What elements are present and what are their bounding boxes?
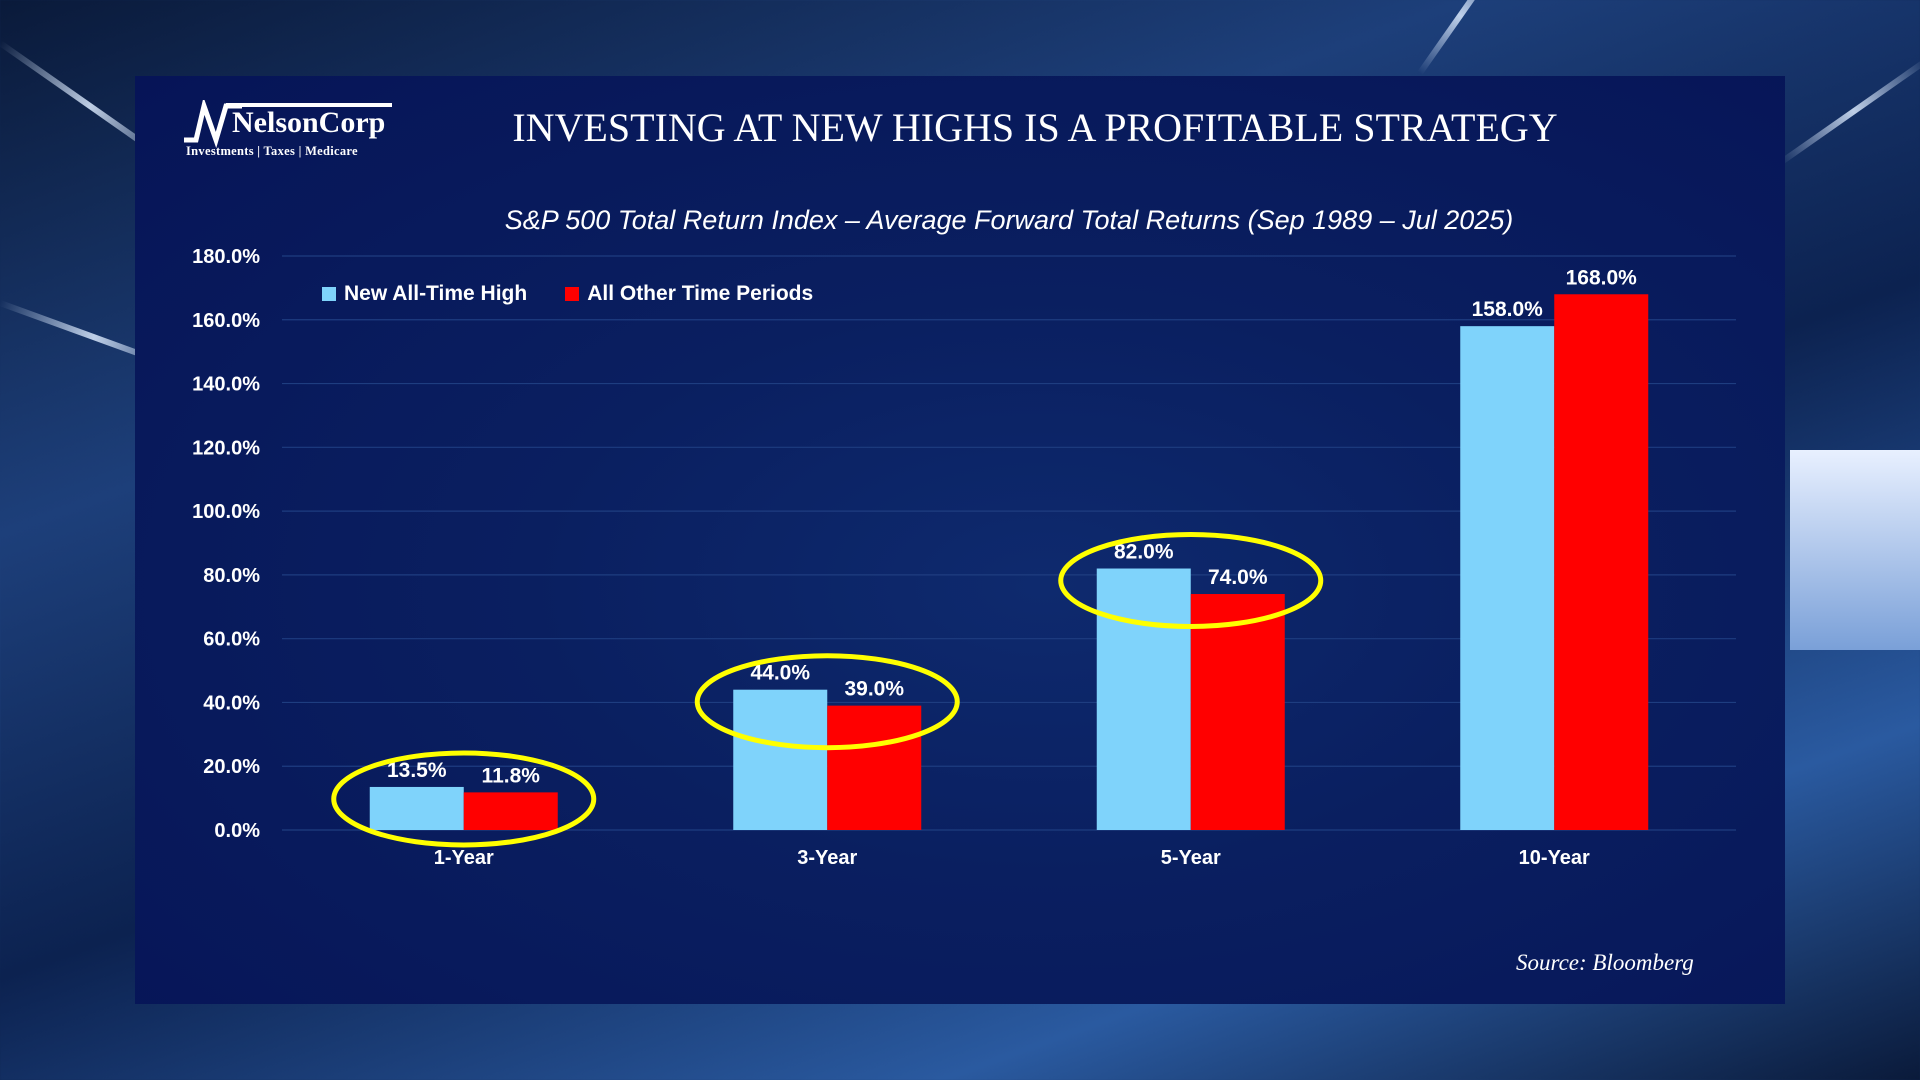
data-label: 39.0% xyxy=(844,678,904,701)
bar-10-year-other xyxy=(1554,294,1649,830)
x-tick-label: 3-Year xyxy=(797,847,857,869)
y-tick-label: 60.0% xyxy=(203,629,260,651)
legend-item-other: All Other Time Periods xyxy=(565,282,813,306)
nelsoncorp-logo: NelsonCorp Investments | Taxes | Medicar… xyxy=(182,100,394,162)
background-panel xyxy=(1790,450,1920,650)
legend-swatch xyxy=(322,287,336,301)
data-label: 74.0% xyxy=(1208,566,1268,589)
logo-tagline: Investments | Taxes | Medicare xyxy=(186,144,358,158)
bar-5-year-other xyxy=(1190,594,1285,830)
legend-item-new-high: New All-Time High xyxy=(322,282,527,306)
y-tick-label: 140.0% xyxy=(192,374,260,396)
y-tick-label: 20.0% xyxy=(203,756,260,778)
source-note: Source: Bloomberg xyxy=(1516,950,1694,975)
chart-title: S&P 500 Total Return Index – Average For… xyxy=(504,205,1514,235)
data-label: 44.0% xyxy=(750,662,810,685)
data-label: 11.8% xyxy=(482,764,541,787)
x-tick-label: 1-Year xyxy=(434,847,494,869)
highlight-ellipse xyxy=(331,750,597,848)
bar-3-year-new-high xyxy=(733,689,828,830)
y-tick-label: 160.0% xyxy=(192,310,260,332)
y-tick-label: 0.0% xyxy=(214,820,260,842)
bar-1-year-other xyxy=(463,792,558,830)
data-label: 168.0% xyxy=(1566,266,1638,289)
x-tick-label: 10-Year xyxy=(1519,847,1590,869)
page-title: INVESTING AT NEW HIGHS IS A PROFITABLE S… xyxy=(512,105,1558,150)
x-tick-label: 5-Year xyxy=(1161,847,1221,869)
data-label: 82.0% xyxy=(1114,541,1174,564)
legend-label: All Other Time Periods xyxy=(587,282,814,305)
legend-swatch xyxy=(565,287,580,301)
y-tick-label: 100.0% xyxy=(192,501,260,523)
bar-10-year-new-high xyxy=(1460,326,1555,830)
bar-1-year-new-high xyxy=(369,786,464,830)
legend-label: New All-Time High xyxy=(344,282,528,305)
data-label: 13.5% xyxy=(387,759,447,782)
highlight-ellipse xyxy=(694,653,960,751)
y-tick-label: 40.0% xyxy=(203,692,260,714)
y-tick-label: 80.0% xyxy=(203,565,260,587)
chart-legend: New All-Time High All Other Time Periods xyxy=(322,282,813,306)
logo-name: NelsonCorp xyxy=(232,106,386,139)
bar-3-year-other xyxy=(827,705,922,830)
highlight-ellipse xyxy=(1058,532,1324,630)
y-tick-label: 180.0% xyxy=(192,246,260,268)
y-tick-label: 120.0% xyxy=(192,437,260,459)
bar-5-year-new-high xyxy=(1096,568,1191,830)
data-label: 158.0% xyxy=(1472,298,1544,321)
logo-mark-icon xyxy=(184,100,242,148)
